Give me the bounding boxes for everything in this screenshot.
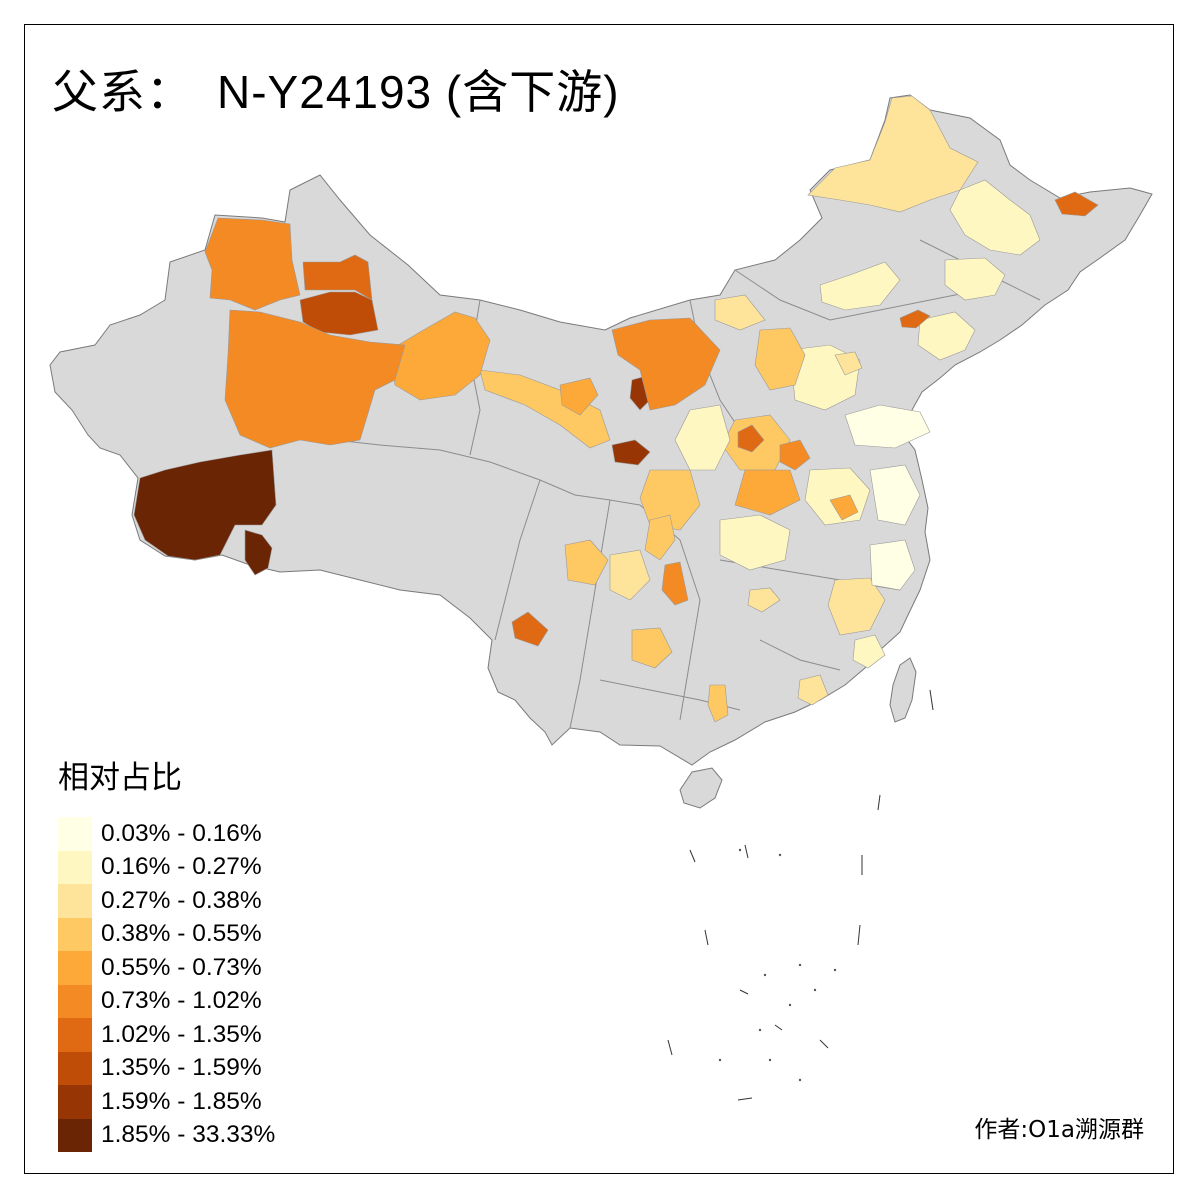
region-shaanxi xyxy=(674,404,731,471)
region-henan-c xyxy=(779,439,811,471)
region-heilongjiang-east xyxy=(949,179,1041,256)
region-xinjiang-south xyxy=(224,309,406,449)
region-inner-mongolia-west xyxy=(714,294,766,331)
legend-item: 0.16% - 0.27% xyxy=(58,850,275,884)
title-haplogroup-code: N-Y24193 (含下游) xyxy=(217,66,620,118)
region-yunnan xyxy=(511,611,549,647)
region-gansu-mid xyxy=(611,439,651,466)
region-inner-mongolia-east xyxy=(819,261,901,311)
region-hunan-west xyxy=(661,561,689,606)
legend-swatch xyxy=(58,1085,92,1119)
legend-label: 0.27% - 0.38% xyxy=(101,886,262,914)
page-title: 父系： N-Y24193 (含下游) xyxy=(52,56,620,122)
legend-item: 1.02% - 1.35% xyxy=(58,1018,275,1052)
region-hubei xyxy=(719,514,791,571)
region-hubei-b xyxy=(644,514,676,561)
legend-swatch xyxy=(58,1051,92,1085)
region-liaoning xyxy=(917,311,976,361)
legend-swatch xyxy=(58,984,92,1018)
legend-swatch xyxy=(58,884,92,918)
legend-label: 1.85% - 33.33% xyxy=(101,1121,276,1149)
region-gansu-corridor xyxy=(479,369,611,449)
legend: 相对占比 0.03% - 0.16% 0.16% - 0.27% 0.27% -… xyxy=(58,752,275,1152)
region-fujian xyxy=(852,634,886,669)
hainan-island xyxy=(679,767,723,809)
region-anhui-b xyxy=(829,494,859,521)
title-prefix: 父系： xyxy=(52,65,193,119)
legend-label: 0.73% - 1.02% xyxy=(101,987,262,1015)
region-henan-d xyxy=(734,469,801,516)
legend-item: 0.38% - 0.55% xyxy=(58,917,275,951)
legend-item: 1.85% - 33.33% xyxy=(58,1118,276,1152)
legend-swatch xyxy=(58,1118,92,1152)
region-hunan-east xyxy=(747,587,781,613)
legend-label: 1.02% - 1.35% xyxy=(101,1020,262,1048)
region-heilongjiang-north xyxy=(807,95,979,213)
region-xizang-ali xyxy=(133,449,277,561)
region-guizhou xyxy=(631,627,673,669)
region-xizang-ali-b xyxy=(244,529,273,576)
region-qinghai-north xyxy=(389,311,491,401)
region-chongqing xyxy=(609,549,651,601)
legend-label: 0.38% - 0.55% xyxy=(101,920,262,948)
author-credit: 作者:O1a溯源群 xyxy=(974,1117,1144,1143)
region-inner-mongolia-mid xyxy=(611,317,721,411)
region-beijing xyxy=(834,351,863,376)
taiwan-island xyxy=(889,657,917,723)
south-china-sea-islets xyxy=(718,848,837,1082)
legend-title: 相对占比 xyxy=(58,760,182,796)
region-guangxi xyxy=(707,684,729,723)
legend-swatch xyxy=(58,917,92,951)
region-gansu-east xyxy=(639,469,701,531)
region-henan-b xyxy=(737,424,765,453)
legend-item: 0.03% - 0.16% xyxy=(58,817,275,851)
legend-label: 0.16% - 0.27% xyxy=(101,853,262,881)
legend-item: 0.73% - 1.02% xyxy=(58,984,275,1018)
legend-swatch xyxy=(58,850,92,884)
region-xinjiang-north xyxy=(204,217,301,311)
region-shanxi xyxy=(754,327,806,391)
legend-item: 0.55% - 0.73% xyxy=(58,951,275,985)
data-regions xyxy=(133,95,1099,723)
region-xinjiang-turpan xyxy=(299,291,379,336)
region-jixi xyxy=(1054,191,1099,217)
region-shandong xyxy=(844,404,931,449)
south-china-sea-lines xyxy=(667,689,934,1101)
legend-swatch xyxy=(58,951,92,985)
legend-swatch xyxy=(58,817,92,851)
region-zhejiang xyxy=(869,539,916,591)
legend-label: 0.03% - 0.16% xyxy=(101,819,262,847)
region-jiangsu xyxy=(869,464,921,526)
region-liaoning-west xyxy=(899,309,931,329)
region-guangdong xyxy=(797,674,829,706)
legend-item: 1.35% - 1.59% xyxy=(58,1051,275,1085)
region-jiangxi xyxy=(827,577,886,636)
legend-label: 1.59% - 1.85% xyxy=(101,1087,262,1115)
legend-label: 1.35% - 1.59% xyxy=(101,1054,262,1082)
region-sichuan-a xyxy=(564,539,609,586)
legend-item: 0.27% - 0.38% xyxy=(58,884,275,918)
legend-swatch xyxy=(58,1018,92,1052)
legend-label: 0.55% - 0.73% xyxy=(101,953,262,981)
region-jilin xyxy=(944,257,1006,301)
legend-item: 1.59% - 1.85% xyxy=(58,1085,275,1119)
region-gansu-small xyxy=(559,377,599,416)
